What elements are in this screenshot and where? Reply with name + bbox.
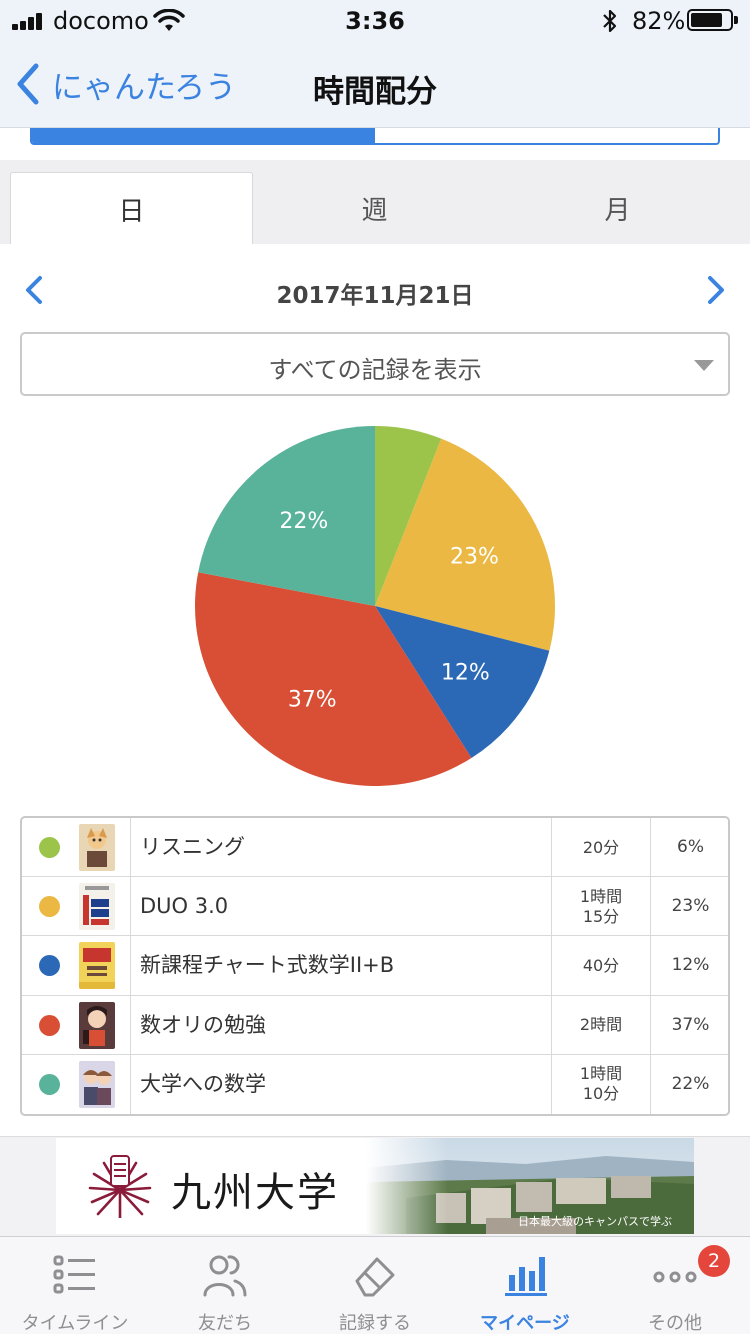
next-date-button[interactable] <box>700 272 730 308</box>
book-cover-thumbnail <box>79 883 115 931</box>
navigation-bar: にゃんたろう 時間配分 <box>0 40 750 128</box>
record-row[interactable]: 大学への数学 1時間 10分 22% <box>22 1054 728 1114</box>
back-button[interactable]: にゃんたろう <box>14 60 236 108</box>
bluetooth-icon <box>603 9 617 33</box>
record-time: 1時間 15分 <box>579 886 623 926</box>
record-title: 数オリの勉強 <box>140 1012 266 1037</box>
battery-percent: 82% <box>632 7 686 35</box>
tab-day[interactable]: 日 <box>10 172 253 244</box>
status-time: 3:36 <box>345 7 405 35</box>
pie-slice-label: 22% <box>279 509 328 534</box>
tab-bar-friends[interactable]: 友だち <box>150 1237 300 1334</box>
pie-slice-label: 23% <box>450 544 499 569</box>
record-title: リスニング <box>140 835 245 859</box>
pie-slice-label: 37% <box>288 687 337 712</box>
notification-badge: 2 <box>698 1245 730 1277</box>
record-row[interactable]: 数オリの勉強 2時間 37% <box>22 995 728 1055</box>
caret-down-icon <box>694 360 714 371</box>
chevron-left-icon <box>26 276 42 304</box>
cellular-signal-icon <box>12 12 48 30</box>
progress-bar <box>30 128 720 145</box>
previous-date-button[interactable] <box>20 272 50 308</box>
book-cover-thumbnail <box>79 824 115 871</box>
book-cover-thumbnail <box>79 942 115 990</box>
battery-icon <box>687 9 738 31</box>
tab-bar-timeline[interactable]: タイムライン <box>0 1237 150 1334</box>
pie-slice <box>198 426 375 606</box>
carrier-name: docomo <box>53 7 149 35</box>
pie-slice <box>375 438 555 651</box>
record-title: DUO 3.0 <box>140 894 229 919</box>
record-color-dot <box>39 837 60 858</box>
date-label: 2017年11月21日 <box>276 283 474 309</box>
tab-bar-mypage[interactable]: マイページ <box>450 1237 600 1334</box>
more-icon <box>653 1271 697 1283</box>
record-percent: 22% <box>671 1073 710 1094</box>
pie-slice <box>194 572 472 786</box>
pie-slice <box>375 426 442 606</box>
tab-bar-label: マイページ <box>480 1313 570 1334</box>
pie-slice <box>375 606 550 758</box>
chevron-right-icon <box>708 276 724 304</box>
record-time: 40分 <box>582 955 620 975</box>
record-time: 1時間 10分 <box>579 1064 623 1104</box>
record-row[interactable]: リスニング 20分 6% <box>22 818 728 878</box>
ad-banner[interactable]: 九州大学 日本最大級のキャンパスで学ぶ <box>56 1138 694 1234</box>
status-bar: docomo 3:36 82% <box>0 0 750 40</box>
record-row[interactable]: 新課程チャート式数学II+B 40分 12% <box>22 936 728 996</box>
record-title: 大学への数学 <box>140 1071 266 1096</box>
ad-title: 九州大学 <box>171 1170 339 1216</box>
record-color-dot <box>39 1014 60 1036</box>
record-color-dot <box>39 896 60 918</box>
bar-chart-icon <box>505 1257 547 1296</box>
ad-tagline: 日本最大級のキャンパスで学ぶ <box>518 1215 672 1228</box>
record-color-dot <box>39 1073 60 1095</box>
record-title: 新課程チャート式数学II+B <box>140 953 395 978</box>
record-table: リスニング 20分 6% DUO 3.0 1時間 15分 23% 新課程チャート式数学II+B… <box>20 816 730 1116</box>
record-time: 2時間 <box>579 1015 623 1035</box>
tab-bar-more[interactable]: 2 その他 <box>600 1237 750 1334</box>
record-color-dot <box>39 955 60 977</box>
eraser-icon <box>355 1257 395 1297</box>
book-cover-thumbnail <box>79 1001 115 1049</box>
tab-bar-label: タイムライン <box>21 1313 129 1334</box>
record-time: 20分 <box>582 837 620 857</box>
book-cover-thumbnail <box>79 1060 115 1108</box>
tab-week[interactable]: 週 <box>361 196 388 226</box>
tab-bar: タイムライン 友だち 記録する マイページ <box>0 1236 750 1334</box>
university-seal-logo <box>88 1155 152 1218</box>
back-label: にゃんたろう <box>52 69 237 106</box>
record-percent: 12% <box>671 955 710 976</box>
pie-slice-label: 12% <box>441 661 490 686</box>
record-filter-select[interactable]: すべての記録を表示 <box>20 332 730 396</box>
page-title: 時間配分 <box>313 74 437 110</box>
record-filter-value: すべての記録を表示 <box>268 356 482 384</box>
time-distribution-pie-chart: 23% 12% 37% 22% <box>194 426 555 786</box>
tab-bar-record[interactable]: 記録する <box>300 1237 450 1334</box>
record-row[interactable]: DUO 3.0 1時間 15分 23% <box>22 877 728 937</box>
record-percent: 37% <box>671 1014 710 1035</box>
tab-bar-label: その他 <box>648 1313 702 1334</box>
tab-bar-label: 記録する <box>339 1313 411 1334</box>
campus-photo <box>366 1138 694 1234</box>
wifi-icon <box>153 9 185 31</box>
chevron-left-icon <box>17 63 39 105</box>
tab-month[interactable]: 月 <box>604 196 631 226</box>
tab-bar-label: 友だち <box>198 1313 252 1334</box>
list-icon <box>53 1255 95 1294</box>
record-percent: 23% <box>671 896 710 917</box>
progress-fill <box>32 128 375 143</box>
record-percent: 6% <box>677 837 704 857</box>
friends-icon <box>203 1255 247 1297</box>
